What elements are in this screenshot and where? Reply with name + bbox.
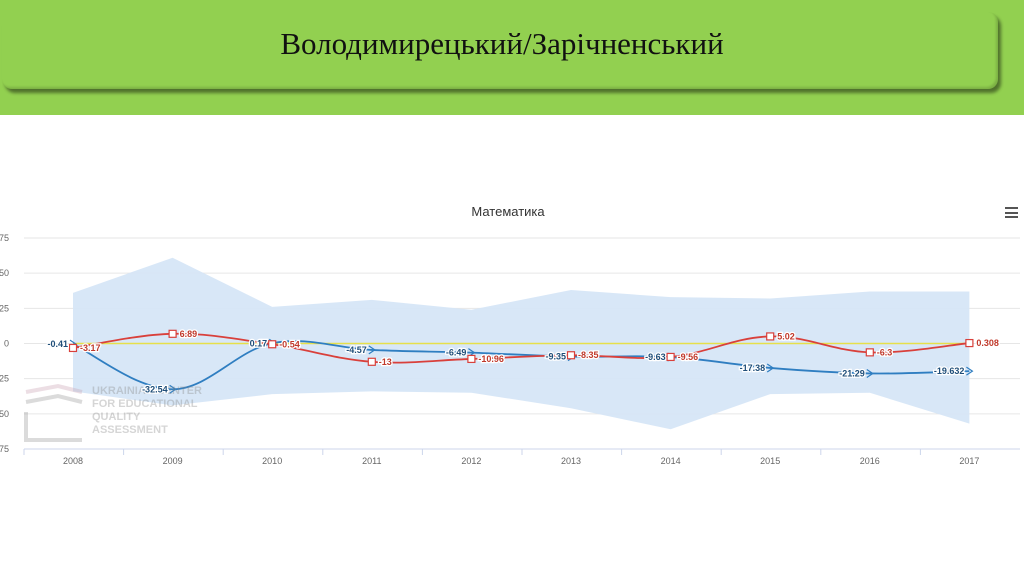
watermark-line4: ASSESSMENT (92, 424, 168, 436)
x-tick-label: 2015 (760, 456, 780, 466)
y-tick-label: 50 (0, 268, 9, 278)
data-label: -3.17 (80, 343, 101, 353)
series-marker (367, 357, 376, 366)
series-marker (766, 332, 775, 341)
series-marker (966, 366, 974, 376)
x-tick-label: 2009 (163, 456, 183, 466)
series-marker (368, 345, 376, 355)
x-tick-label: 2016 (860, 456, 880, 466)
series-marker (268, 340, 277, 349)
data-label: -0.41 (47, 339, 68, 349)
data-label: -10.96 (478, 354, 504, 364)
axes: 75 50 25 0 25 50 75 2008 2009 2010 2011 2012 2013 201… (0, 233, 1020, 466)
data-label: -21.29 (839, 368, 865, 378)
series-marker (168, 329, 177, 338)
x-tick-label: 2012 (461, 456, 481, 466)
slide-title: Володимирецький/Зарічненський (280, 26, 724, 61)
series-marker (865, 348, 874, 357)
data-label: -9.56 (678, 352, 699, 362)
watermark-logo-icon (24, 383, 83, 442)
data-label: -6.3 (877, 347, 893, 357)
series-marker (467, 354, 476, 364)
data-label: -9.63 (645, 352, 666, 362)
data-label: -32.54 (142, 384, 168, 394)
chart-title: Математика (471, 204, 545, 219)
series-lines (68, 329, 974, 394)
series-marker (169, 384, 177, 394)
y-tick-label: 25 (0, 374, 9, 384)
x-tick-label: 2011 (362, 456, 381, 466)
data-label: -6.49 (446, 348, 467, 358)
data-label: -9.35 (545, 352, 566, 362)
series-line-1 (72, 340, 970, 391)
data-label: 5.02 (777, 331, 795, 341)
series-marker (866, 368, 874, 378)
x-tick-label: 2017 (959, 456, 979, 466)
y-tick-label: 75 (0, 233, 9, 243)
data-label: -17.38 (740, 363, 766, 373)
data-label: -4.57 (346, 345, 367, 355)
watermark-line1: UKRAINIAN CENTER (92, 385, 202, 397)
data-label: -13 (379, 357, 392, 367)
data-label: -8.35 (578, 350, 599, 360)
data-label: 0.308 (976, 338, 999, 348)
data-label: -0.54 (279, 339, 300, 349)
y-tick-label: 25 (0, 303, 9, 313)
series-marker (965, 338, 974, 348)
watermark: UKRAINIAN CENTER FOR EDUCATIONAL QUALITY… (24, 383, 202, 442)
series-marker (666, 352, 675, 362)
data-label: 6.89 (180, 329, 198, 339)
x-tick-label: 2008 (63, 456, 83, 466)
hamburger-icon (1005, 207, 1018, 209)
slide-title-box: Володимирецький/Зарічненський (2, 12, 998, 89)
chart-menu-button[interactable] (1005, 207, 1018, 218)
series-marker (566, 351, 576, 360)
series-marker (766, 363, 775, 373)
x-tick-label: 2010 (262, 456, 282, 466)
x-tick-label: 2014 (661, 456, 681, 466)
data-label: 0.17 (250, 338, 268, 348)
data-labels: -0.41 -32.54 0.17 -4.57 -6.49 -9.35 -9.63 -17.3… (46, 328, 1000, 396)
y-tick-label: 50 (0, 409, 9, 419)
x-tick-label: 2013 (561, 456, 581, 466)
series-marker (68, 343, 78, 353)
watermark-line3: QUALITY (92, 411, 141, 423)
y-tick-label: 75 (0, 444, 9, 454)
y-tick-label: 0 (4, 339, 9, 349)
data-label: -19.632 (934, 366, 965, 376)
watermark-line2: FOR EDUCATIONAL (92, 398, 198, 410)
series-line-2 (72, 332, 970, 364)
